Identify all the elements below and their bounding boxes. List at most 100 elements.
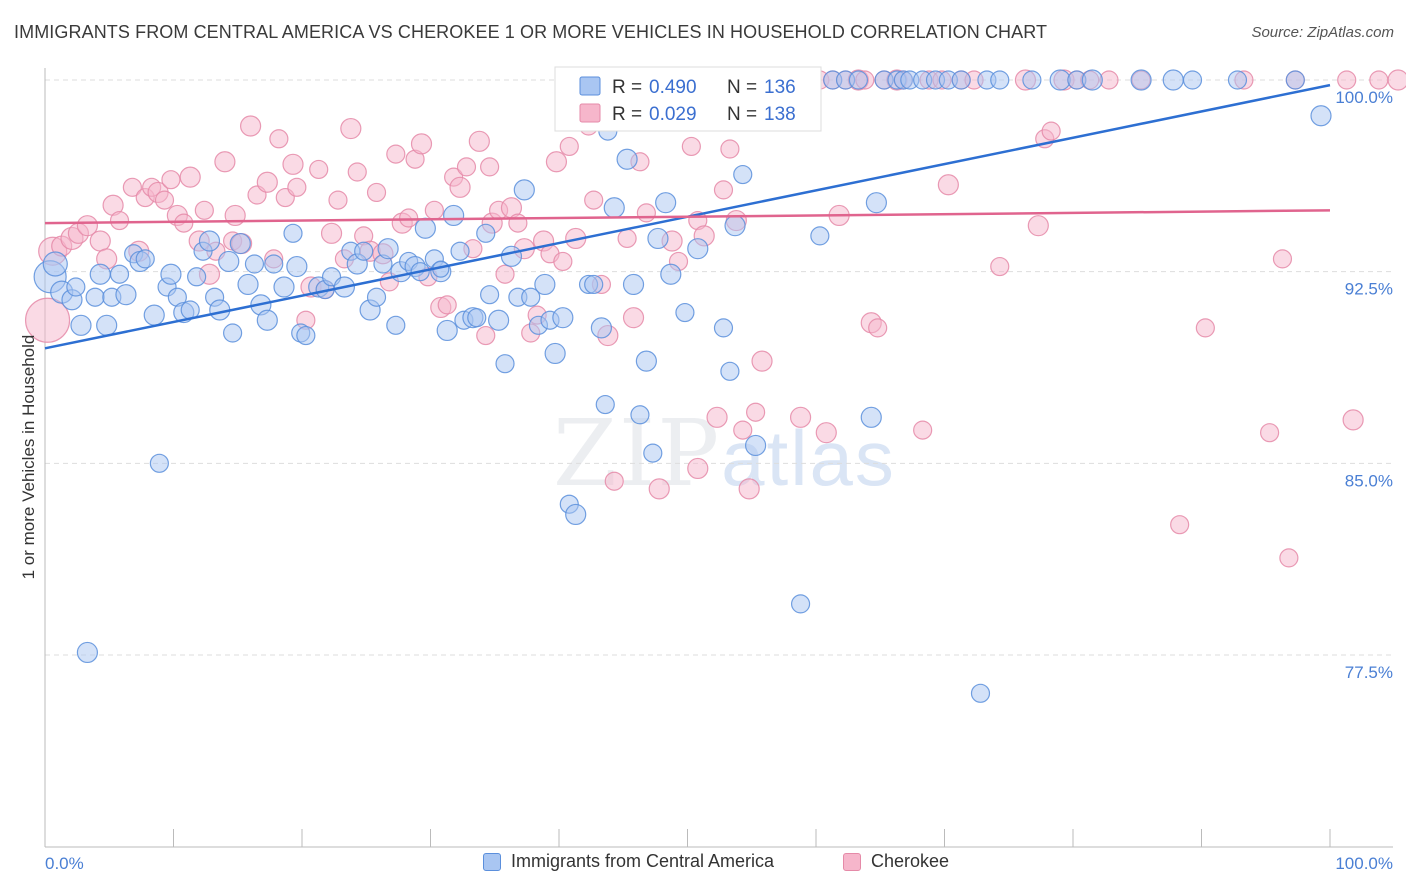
- cherokee-point: [309, 159, 329, 180]
- central-america-point: [720, 361, 740, 381]
- central-america-point: [1285, 70, 1305, 90]
- y-tick-label: 77.5%: [1345, 663, 1393, 682]
- central-america-point: [865, 192, 887, 214]
- central-america-point: [745, 434, 767, 457]
- cherokee-point: [1041, 121, 1061, 141]
- central-america-point: [1182, 70, 1203, 90]
- central-america-point: [286, 255, 308, 278]
- cherokee-point: [1369, 70, 1389, 90]
- legend-swatch-cherokee: [843, 852, 861, 871]
- cherokee-point: [751, 350, 773, 372]
- cherokee-point: [174, 213, 194, 233]
- cherokee-point: [456, 157, 477, 177]
- central-america-point: [467, 308, 487, 328]
- central-america-point: [414, 217, 436, 239]
- legend-r-label-2: R =: [612, 104, 642, 125]
- central-america-point: [66, 277, 86, 297]
- central-america-point: [1162, 69, 1184, 91]
- central-america-point: [513, 179, 535, 201]
- central-america-point: [229, 232, 251, 255]
- cherokee-point: [179, 166, 201, 188]
- cherokee-point: [214, 151, 236, 173]
- cherokee-point: [990, 256, 1010, 277]
- central-america-point: [687, 238, 709, 260]
- central-america-point: [42, 251, 68, 277]
- central-america-point: [237, 273, 259, 296]
- cherokee-point: [328, 190, 348, 210]
- legend-label-central-america: Immigrants from Central America: [511, 851, 775, 871]
- y-tick-labels: 77.5% 85.0% 92.5% 100.0%: [1335, 88, 1393, 682]
- cherokee-point: [1170, 515, 1190, 535]
- legend-n-label-2: N =: [727, 104, 757, 125]
- y-axis-label: 1 or more Vehicles in Household: [19, 335, 38, 580]
- central-america-point: [476, 223, 496, 243]
- central-america-point: [296, 325, 316, 346]
- cherokee-point: [789, 406, 812, 428]
- central-america-point: [450, 241, 470, 261]
- cherokee-point: [937, 174, 959, 196]
- cherokee-point: [1272, 249, 1293, 269]
- cherokee-point: [76, 215, 99, 237]
- cherokee-trend-line: [44, 209, 1331, 225]
- central-america-point: [244, 254, 265, 274]
- central-america-point: [1130, 69, 1152, 91]
- cherokee-point: [733, 420, 753, 440]
- x-tick-label-max: 100.0%: [1335, 854, 1393, 873]
- central-america-point: [552, 307, 574, 329]
- central-america-point: [480, 285, 500, 305]
- cherokee-point: [340, 117, 362, 140]
- central-america-point: [660, 263, 682, 285]
- cherokee-point: [240, 115, 262, 137]
- cherokee-points: [24, 69, 1406, 568]
- cherokee-point: [366, 182, 387, 203]
- cherokee-point: [1387, 69, 1406, 91]
- cherokee-point: [282, 153, 304, 175]
- central-america-point: [256, 309, 278, 331]
- cherokee-point: [468, 130, 490, 152]
- cherokee-point: [720, 139, 740, 159]
- cherokee-point: [681, 136, 701, 157]
- legend-item-cherokee[interactable]: Cherokee: [843, 851, 949, 872]
- central-america-point: [1049, 69, 1071, 91]
- central-america-point: [443, 204, 465, 227]
- cherokee-point: [437, 295, 457, 315]
- axes: [44, 68, 1393, 848]
- central-america-point: [860, 406, 882, 428]
- cherokee-point: [386, 144, 406, 164]
- cherokee-point: [1342, 409, 1364, 431]
- central-america-point: [622, 273, 645, 296]
- central-america-point: [187, 267, 207, 287]
- legend-r-value-1: 0.490: [649, 77, 697, 98]
- central-america-point: [160, 263, 182, 285]
- gridlines: [45, 79, 1393, 656]
- cherokee-point: [495, 264, 515, 284]
- central-america-point: [590, 317, 613, 339]
- central-america-point: [264, 254, 284, 274]
- stats-legend: R = 0.490 N = 136 R = 0.029 N = 138: [554, 66, 822, 132]
- central-america-point: [733, 164, 753, 185]
- legend-r-label-1: R =: [612, 77, 642, 98]
- central-america-point: [115, 284, 137, 306]
- central-america-point: [109, 264, 130, 284]
- central-america-point: [713, 318, 734, 338]
- cherokee-point: [617, 228, 637, 249]
- central-america-point: [70, 314, 92, 336]
- legend-swatch-pink: [579, 103, 601, 123]
- central-america-point: [1310, 105, 1332, 127]
- central-america-point: [595, 394, 615, 415]
- central-america-point: [630, 405, 650, 425]
- central-america-point: [565, 503, 587, 526]
- central-america-point: [366, 287, 387, 307]
- trend-lines: [44, 83, 1331, 350]
- cherokee-point: [347, 162, 367, 182]
- cherokee-point: [1195, 318, 1215, 338]
- cherokee-point: [399, 208, 419, 228]
- central-america-point: [85, 287, 105, 307]
- central-america-point: [990, 70, 1010, 90]
- legend-item-central-america[interactable]: Immigrants from Central America: [483, 851, 774, 872]
- central-america-point: [354, 241, 374, 261]
- cherokee-point: [424, 200, 444, 220]
- central-america-point: [436, 319, 458, 342]
- cherokee-point: [476, 325, 496, 346]
- central-america-point: [89, 263, 111, 285]
